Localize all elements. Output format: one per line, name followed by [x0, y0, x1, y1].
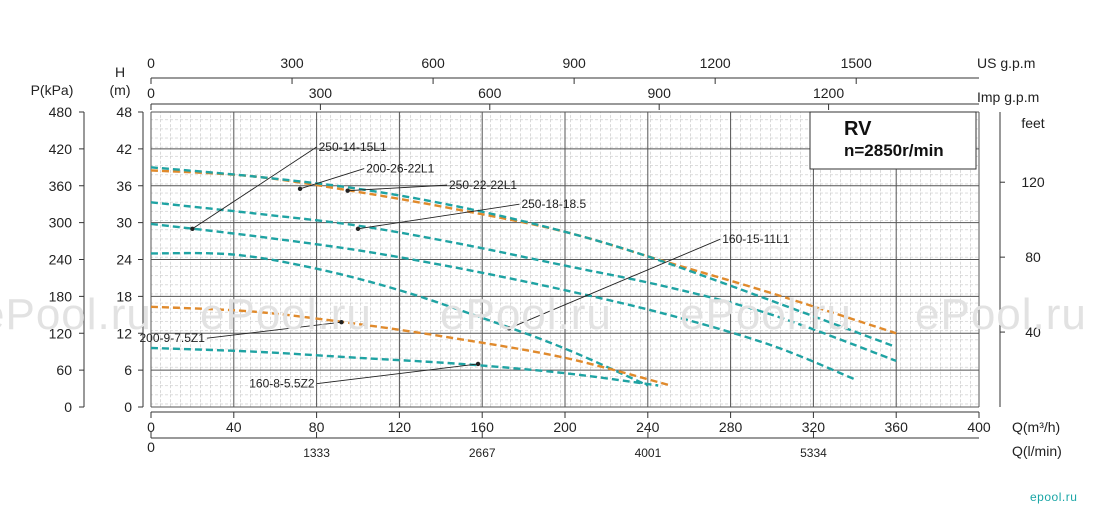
pressure-tick-label: 120 [49, 325, 73, 341]
head-tick-label: 30 [116, 215, 132, 231]
us-gpm-tick-label: 1500 [841, 55, 872, 71]
head-axis-unit: (m) [110, 82, 131, 98]
chart-title: RV [844, 118, 872, 140]
imp-gpm-tick-label: 900 [648, 85, 672, 101]
imp-gpm-tick-label: 300 [309, 85, 333, 101]
series-label-160-15-11l1: 160-15-11L1 [722, 232, 789, 246]
series-label-250-22-22l1: 250-22-22L1 [449, 178, 517, 192]
x-tick-label: 120 [388, 419, 412, 435]
imp-gpm-tick-label: 600 [478, 85, 502, 101]
imp-gpm-tick-label: 0 [147, 85, 155, 101]
brand-mark: epool.ru [1030, 490, 1078, 504]
head-tick-label: 24 [116, 252, 132, 268]
us-gpm-tick-label: 0 [147, 55, 155, 71]
leader-line-200-26-22l1 [299, 168, 365, 190]
head-tick-label: 42 [116, 141, 132, 157]
series-label-200-9-7-5z1: 200-9-7.5Z1 [140, 331, 206, 345]
head-axis-title: H [115, 64, 125, 80]
pressure-tick-label: 0 [64, 399, 72, 415]
curve-200-9-7-5z1 [150, 305, 669, 387]
leader-line-250-14-15l1 [192, 146, 317, 230]
series-label-200-26-22l1: 200-26-22L1 [366, 162, 434, 176]
head-tick-label: 36 [116, 178, 132, 194]
us-gpm-tick-label: 1200 [700, 55, 731, 71]
leader-line-160-8-5-5z2 [316, 363, 479, 385]
series-label-250-14-15l1: 250-14-15L1 [319, 140, 387, 154]
curve-250-18-18-5 [150, 222, 856, 381]
x-tick-label: 240 [636, 419, 660, 435]
head-tick-label: 48 [116, 104, 132, 120]
leader-dot-250-14-15l1 [190, 226, 195, 231]
lpm-tick-label: 5334 [800, 446, 827, 460]
x-tick-label: 400 [967, 419, 991, 435]
leader-dot-250-18-18-5 [355, 226, 361, 231]
curve-200-26-22l1 [150, 166, 893, 347]
head-tick-label: 0 [124, 399, 132, 415]
lpm-tick-label: 1333 [303, 446, 330, 460]
x-tick-label: 160 [471, 419, 495, 435]
curve-160-15-11l1 [150, 251, 649, 387]
feet-tick-label: 40 [1025, 324, 1041, 340]
lpm-axis-title: Q(l/min) [1012, 443, 1062, 459]
pressure-tick-label: 180 [49, 288, 73, 304]
lpm-tick-label: 2667 [469, 446, 496, 460]
x-axis-title: Q(m³/h) [1012, 419, 1060, 435]
x-tick-label: 360 [885, 419, 909, 435]
us-gpm-axis-title: US g.p.m [977, 55, 1035, 71]
series-curves [150, 166, 897, 387]
pressure-tick-label: 360 [49, 178, 73, 194]
feet-tick-label: 120 [1021, 174, 1045, 190]
x-tick-label: 280 [719, 419, 743, 435]
leader-dot-250-22-22l1 [345, 188, 350, 193]
imp-gpm-axis-title: Imp g.p.m [977, 89, 1039, 105]
tick-labels: 0 40 80 120 160 200 240 280 320 360 400 Q(m³/h)0 133… [31, 55, 1062, 460]
feet-axis-title: feet [1021, 115, 1044, 131]
leader-dot-160-15-11l1 [506, 326, 512, 331]
feet-tick-label: 80 [1025, 249, 1041, 265]
pressure-tick-label: 60 [56, 362, 72, 378]
us-gpm-tick-label: 900 [562, 55, 586, 71]
head-tick-label: 12 [116, 325, 132, 341]
lpm-tick-label: 0 [147, 439, 155, 455]
us-gpm-tick-label: 300 [280, 55, 304, 71]
leader-line-200-9-7-5z1 [206, 321, 342, 339]
series-label-250-18-18-5: 250-18-18.5 [521, 197, 586, 211]
x-tick-label: 80 [309, 419, 325, 435]
leader-dot-200-9-7-5z1 [339, 319, 344, 325]
leader-line-160-15-11l1 [508, 238, 721, 329]
axes [79, 77, 1005, 439]
x-tick-label: 200 [553, 419, 577, 435]
leader-dot-200-26-22l1 [297, 186, 303, 192]
lpm-tick-label: 4001 [635, 446, 662, 460]
pressure-tick-label: 420 [49, 141, 73, 157]
pressure-axis-title: P(kPa) [31, 82, 74, 98]
pressure-tick-label: 300 [49, 215, 73, 231]
us-gpm-tick-label: 600 [421, 55, 445, 71]
leader-line-250-18-18-5 [357, 203, 520, 230]
x-tick-label: 320 [802, 419, 826, 435]
pressure-tick-label: 480 [49, 104, 73, 120]
curve-250-22-22l1 [150, 201, 897, 363]
leader-line-250-22-22l1 [347, 184, 448, 192]
leader-dot-160-8-5-5z2 [475, 361, 481, 367]
x-tick-label: 0 [147, 419, 155, 435]
x-tick-label: 40 [226, 419, 242, 435]
title-box [809, 111, 977, 170]
series-label-160-8-5-5z2: 160-8-5.5Z2 [249, 377, 315, 391]
pressure-tick-label: 240 [49, 252, 73, 268]
series-labels: 250-14-15L1 200-26-22L1 250-22-22L1 250-18-… [140, 140, 790, 391]
curve-160-8-5-5z2 [150, 346, 659, 387]
head-tick-label: 18 [116, 288, 132, 304]
imp-gpm-tick-label: 1200 [813, 85, 844, 101]
chart-subtitle: n=2850r/min [844, 141, 944, 160]
head-tick-label: 6 [124, 362, 132, 378]
